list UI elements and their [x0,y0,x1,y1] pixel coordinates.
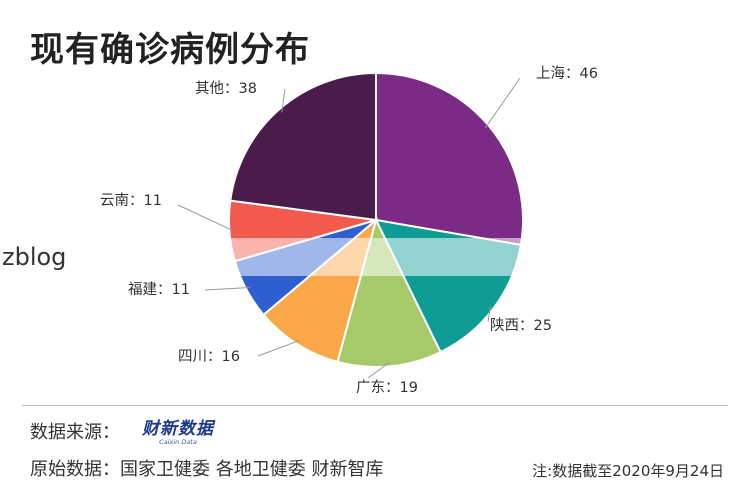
overlay-band [0,238,606,276]
pie-slice-6 [229,71,377,222]
overlay-text: zblog [2,243,67,271]
origin-text: 原始数据：国家卫健委 各地卫健委 财新智库 [30,459,384,480]
caixin-data-logo: 财新数据 Caixin Data [138,414,218,446]
leader-line-2 [367,361,390,379]
slice-labels: 上海：46 陕西：25 广东：19 四川：16 福建：11 云南：11 其他：38 [100,65,598,396]
leader-line-6 [281,88,286,113]
leader-line-4 [204,287,250,291]
pie-slice-0 [375,71,524,247]
slice-label-4: 福建：11 [128,281,190,298]
pie-slice-2 [336,217,442,368]
leader-line-0 [484,77,521,129]
slice-label-2: 广东：19 [356,379,418,396]
leader-line-1 [487,305,491,323]
slice-label-1: 陕西：25 [490,317,552,334]
footer-divider [22,405,728,406]
slice-label-3: 四川：16 [178,349,240,365]
pie-slices [228,71,524,368]
slice-label-6: 其他：38 [195,80,257,97]
logo-sub-text: Caixin Data [159,438,197,446]
chart-title: 现有确诊病例分布 [30,30,310,70]
date-note: 注:数据截至2020年9月24日 [532,462,724,480]
logo-main-text: 财新数据 [142,419,214,439]
leader-line-5 [177,204,234,232]
slice-label-5: 云南：11 [100,192,162,209]
slice-label-0: 上海：46 [536,65,598,82]
source-label: 数据来源： [30,422,120,443]
leader-line-3 [257,340,300,357]
